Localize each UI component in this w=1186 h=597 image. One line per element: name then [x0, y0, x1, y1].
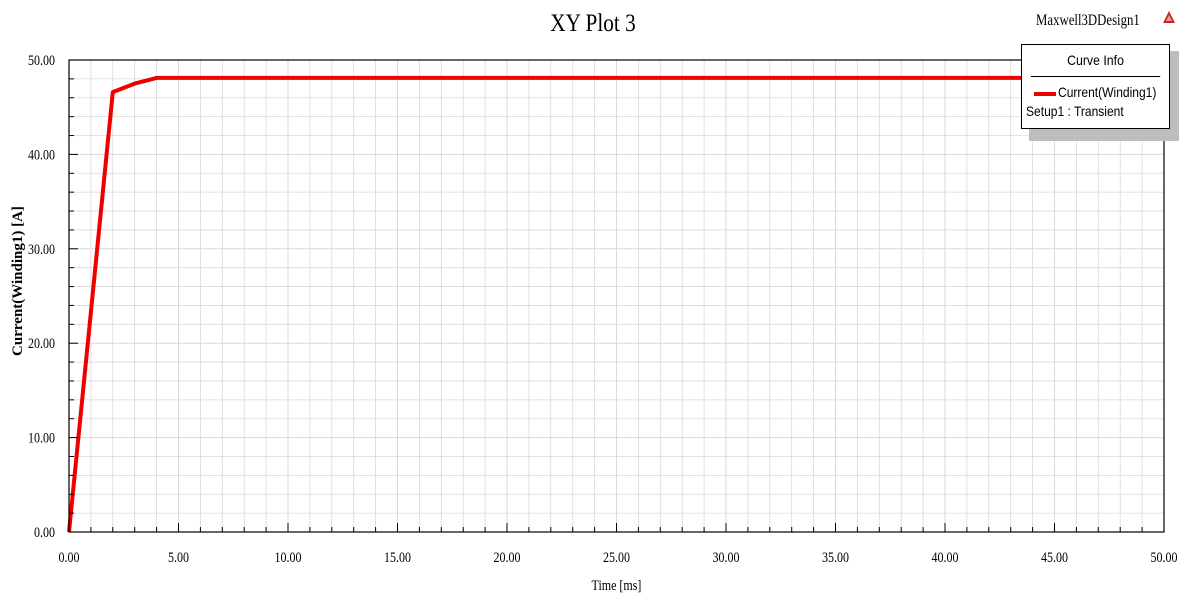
x-tick-label: 5.00 — [168, 549, 189, 566]
y-tick-label: 0.00 — [34, 524, 55, 541]
ansys-triangle-icon — [1163, 11, 1175, 23]
legend-series-label: Current(Winding1) — [1058, 84, 1157, 100]
x-tick-labels: 0.00 5.00 10.00 15.00 20.00 25.00 30.00 35.00 40… — [59, 549, 1178, 566]
x-tick-label: 20.00 — [493, 549, 520, 566]
legend-series-swatch — [1034, 92, 1056, 96]
y-axis-label: Current(Winding1) [A] — [10, 206, 26, 356]
x-tick-label: 15.00 — [384, 549, 411, 566]
design-name: Maxwell3DDesign1 — [1036, 12, 1140, 29]
x-tick-label: 25.00 — [603, 549, 630, 566]
x-tick-label: 45.00 — [1041, 549, 1068, 566]
chart-title: XY Plot 3 — [550, 10, 636, 37]
major-gridlines — [68, 59, 1165, 533]
x-tick-label: 35.00 — [822, 549, 849, 566]
legend-setup-label: Setup1 : Transient — [1026, 103, 1124, 119]
curve-info-legend[interactable]: Curve Info Current(Winding1) Setup1 : Tr… — [1021, 44, 1170, 129]
x-axis-label: Time [ms] — [592, 577, 642, 594]
x-tick-label: 0.00 — [59, 549, 80, 566]
y-tick-label: 20.00 — [28, 335, 55, 352]
y-tick-labels: 0.00 10.00 20.00 30.00 40.00 50.00 — [28, 52, 55, 541]
y-tick-label: 50.00 — [28, 52, 55, 69]
legend-title: Curve Info — [1030, 45, 1161, 77]
y-tick-label: 40.00 — [28, 146, 55, 163]
x-tick-label: 50.00 — [1150, 549, 1177, 566]
x-tick-label: 40.00 — [931, 549, 958, 566]
axis-ticks — [68, 59, 1165, 533]
y-tick-label: 30.00 — [28, 241, 55, 258]
x-tick-label: 30.00 — [712, 549, 739, 566]
y-tick-label: 10.00 — [28, 429, 55, 446]
x-tick-label: 10.00 — [274, 549, 301, 566]
